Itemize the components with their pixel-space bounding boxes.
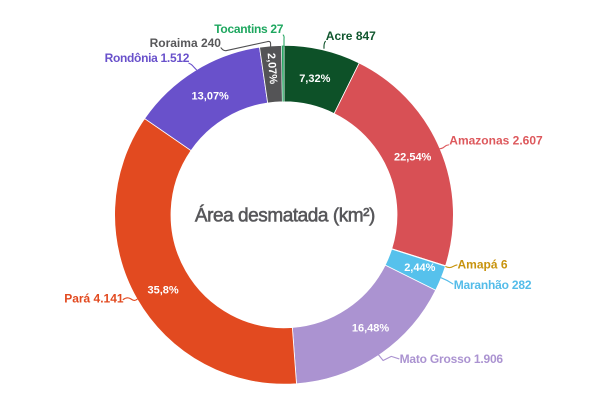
svg-text:2,07%: 2,07% [265,53,279,85]
svg-text:Área desmatada (km²): Área desmatada (km²) [195,205,375,226]
svg-text:Tocantins 27: Tocantins 27 [214,22,283,36]
svg-text:Amapá 6: Amapá 6 [458,258,508,272]
svg-text:Roraima 240: Roraima 240 [150,36,222,50]
svg-text:Maranhão 282: Maranhão 282 [454,278,532,292]
svg-text:16,48%: 16,48% [352,322,390,334]
svg-text:Mato Grosso 1.906: Mato Grosso 1.906 [400,352,504,366]
svg-text:35,8%: 35,8% [147,285,178,297]
svg-text:7,32%: 7,32% [299,73,330,85]
svg-text:2,44%: 2,44% [404,262,435,274]
svg-text:Amazonas 2.607: Amazonas 2.607 [449,134,543,148]
svg-text:Pará 4.141: Pará 4.141 [64,292,124,306]
svg-text:Acre 847: Acre 847 [326,29,376,43]
svg-text:Rondônia 1.512: Rondônia 1.512 [105,51,190,65]
svg-text:22,54%: 22,54% [394,151,432,163]
svg-text:13,07%: 13,07% [192,90,230,102]
